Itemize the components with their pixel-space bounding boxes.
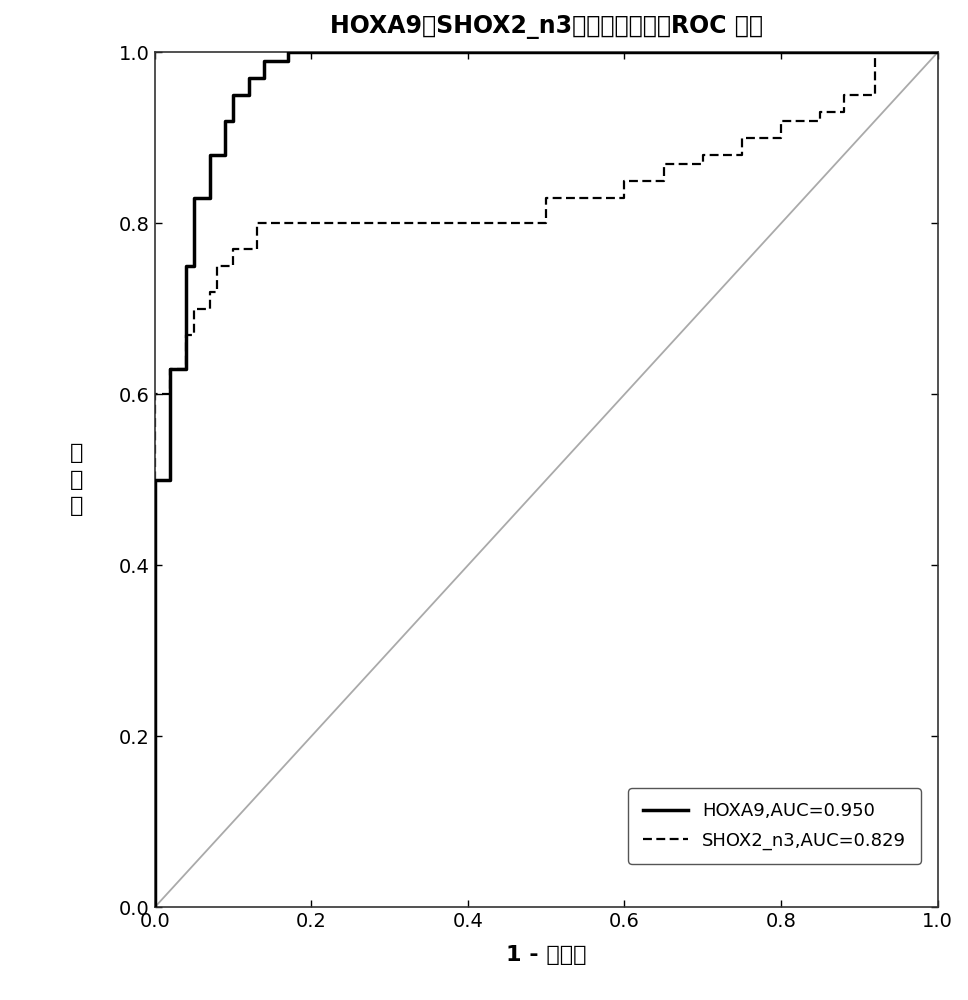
SHOX2_n3,AUC=0.829 bbox=[251, 243, 262, 255]
HOXA9,AUC=0.950 bbox=[306, 46, 318, 58]
HOXA9,AUC=0.950 bbox=[220, 149, 231, 161]
HOXA9,AUC=0.950 bbox=[165, 363, 176, 375]
HOXA9,AUC=0.950 bbox=[149, 474, 161, 486]
SHOX2_n3,AUC=0.829 bbox=[540, 217, 552, 229]
SHOX2_n3,AUC=0.829 bbox=[212, 286, 224, 298]
SHOX2_n3,AUC=0.829 bbox=[932, 46, 944, 58]
X-axis label: 1 - 特异性: 1 - 特异性 bbox=[506, 945, 587, 965]
Line: SHOX2_n3,AUC=0.829: SHOX2_n3,AUC=0.829 bbox=[155, 52, 938, 907]
SHOX2_n3,AUC=0.829 bbox=[204, 286, 216, 298]
HOXA9,AUC=0.950 bbox=[227, 89, 239, 101]
SHOX2_n3,AUC=0.829 bbox=[736, 149, 747, 161]
HOXA9,AUC=0.950 bbox=[258, 72, 270, 84]
SHOX2_n3,AUC=0.829 bbox=[227, 243, 239, 255]
SHOX2_n3,AUC=0.829 bbox=[306, 217, 318, 229]
SHOX2_n3,AUC=0.829 bbox=[697, 158, 709, 170]
SHOX2_n3,AUC=0.829 bbox=[658, 175, 670, 187]
SHOX2_n3,AUC=0.829 bbox=[869, 89, 881, 101]
HOXA9,AUC=0.950 bbox=[149, 901, 161, 913]
HOXA9,AUC=0.950 bbox=[204, 192, 216, 204]
SHOX2_n3,AUC=0.829 bbox=[775, 132, 787, 144]
HOXA9,AUC=0.950 bbox=[932, 46, 944, 58]
Legend: HOXA9,AUC=0.950, SHOX2_n3,AUC=0.829: HOXA9,AUC=0.950, SHOX2_n3,AUC=0.829 bbox=[628, 788, 921, 864]
SHOX2_n3,AUC=0.829 bbox=[251, 217, 262, 229]
HOXA9,AUC=0.950 bbox=[204, 149, 216, 161]
SHOX2_n3,AUC=0.829 bbox=[869, 46, 881, 58]
SHOX2_n3,AUC=0.829 bbox=[306, 217, 318, 229]
SHOX2_n3,AUC=0.829 bbox=[282, 217, 293, 229]
HOXA9,AUC=0.950 bbox=[227, 115, 239, 127]
SHOX2_n3,AUC=0.829 bbox=[149, 388, 161, 400]
Line: HOXA9,AUC=0.950: HOXA9,AUC=0.950 bbox=[155, 52, 938, 907]
SHOX2_n3,AUC=0.829 bbox=[736, 132, 747, 144]
Title: HOXA9和SHOX2_n3在痰液中检测的ROC 曲线: HOXA9和SHOX2_n3在痰液中检测的ROC 曲线 bbox=[330, 15, 763, 39]
SHOX2_n3,AUC=0.829 bbox=[814, 106, 826, 118]
HOXA9,AUC=0.950 bbox=[243, 72, 255, 84]
SHOX2_n3,AUC=0.829 bbox=[932, 46, 944, 58]
Text: 敏
感
度: 敏 感 度 bbox=[70, 443, 83, 516]
HOXA9,AUC=0.950 bbox=[220, 115, 231, 127]
HOXA9,AUC=0.950 bbox=[258, 55, 270, 67]
SHOX2_n3,AUC=0.829 bbox=[838, 89, 850, 101]
HOXA9,AUC=0.950 bbox=[282, 55, 293, 67]
SHOX2_n3,AUC=0.829 bbox=[619, 175, 630, 187]
HOXA9,AUC=0.950 bbox=[243, 89, 255, 101]
HOXA9,AUC=0.950 bbox=[188, 260, 199, 272]
SHOX2_n3,AUC=0.829 bbox=[165, 363, 176, 375]
SHOX2_n3,AUC=0.829 bbox=[149, 901, 161, 913]
SHOX2_n3,AUC=0.829 bbox=[212, 260, 224, 272]
HOXA9,AUC=0.950 bbox=[180, 363, 192, 375]
SHOX2_n3,AUC=0.829 bbox=[814, 115, 826, 127]
SHOX2_n3,AUC=0.829 bbox=[838, 106, 850, 118]
SHOX2_n3,AUC=0.829 bbox=[282, 217, 293, 229]
SHOX2_n3,AUC=0.829 bbox=[540, 192, 552, 204]
SHOX2_n3,AUC=0.829 bbox=[697, 149, 709, 161]
HOXA9,AUC=0.950 bbox=[180, 260, 192, 272]
HOXA9,AUC=0.950 bbox=[188, 192, 199, 204]
SHOX2_n3,AUC=0.829 bbox=[180, 363, 192, 375]
SHOX2_n3,AUC=0.829 bbox=[180, 329, 192, 341]
HOXA9,AUC=0.950 bbox=[165, 474, 176, 486]
SHOX2_n3,AUC=0.829 bbox=[188, 329, 199, 341]
HOXA9,AUC=0.950 bbox=[540, 46, 552, 58]
HOXA9,AUC=0.950 bbox=[306, 46, 318, 58]
SHOX2_n3,AUC=0.829 bbox=[227, 260, 239, 272]
HOXA9,AUC=0.950 bbox=[540, 46, 552, 58]
SHOX2_n3,AUC=0.829 bbox=[775, 115, 787, 127]
SHOX2_n3,AUC=0.829 bbox=[619, 192, 630, 204]
SHOX2_n3,AUC=0.829 bbox=[204, 303, 216, 315]
HOXA9,AUC=0.950 bbox=[282, 46, 293, 58]
SHOX2_n3,AUC=0.829 bbox=[165, 388, 176, 400]
SHOX2_n3,AUC=0.829 bbox=[658, 158, 670, 170]
SHOX2_n3,AUC=0.829 bbox=[188, 303, 199, 315]
